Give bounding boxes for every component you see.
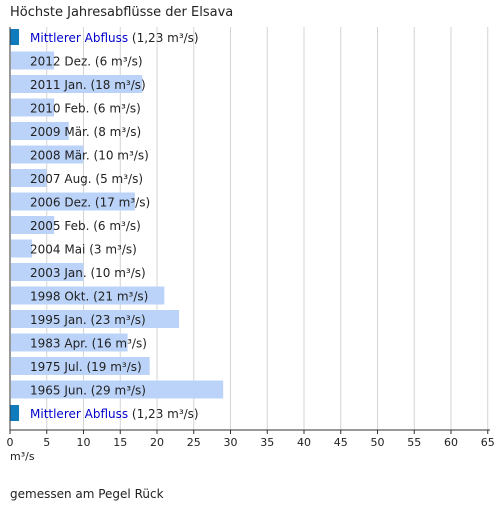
bar (11, 357, 150, 375)
x-tick-label: 50 (371, 436, 385, 449)
mean-flow-label: Mittlerer Abfluss (1,23 m³/s) (30, 407, 199, 421)
bar (11, 310, 180, 328)
bar-label: 2005 Feb. (6 m³/s) (30, 219, 141, 233)
bar-label: 2012 Dez. (6 m³/s) (30, 55, 143, 69)
bar-label: 2010 Feb. (6 m³/s) (30, 102, 141, 116)
mean-flow-link[interactable]: Mittlerer Abfluss (30, 407, 128, 421)
x-tick-label: 0 (7, 436, 14, 449)
x-tick-label: 40 (297, 436, 311, 449)
x-tick-label: 15 (113, 436, 127, 449)
bar-label: 1995 Jan. (23 m³/s) (30, 313, 146, 327)
bar-label: 2007 Aug. (5 m³/s) (30, 172, 143, 186)
bar (11, 98, 55, 117)
bar (11, 145, 84, 164)
bar (11, 263, 84, 281)
x-tick-label: 30 (224, 436, 238, 449)
bar (11, 216, 55, 234)
bar (11, 75, 143, 93)
mean-flow-link[interactable]: Mittlerer Abfluss (30, 31, 128, 45)
bar (11, 122, 69, 140)
bar-label: 2003 Jan. (10 m³/s) (30, 266, 146, 280)
bar (11, 239, 33, 258)
mean-flow-value: (1,23 m³/s) (128, 31, 199, 45)
bar-label: 2011 Jan. (18 m³/s) (30, 78, 146, 92)
bar-label: 2008 Mär. (10 m³/s) (30, 149, 149, 163)
bar-labels: Mittlerer Abfluss (1,23 m³/s) 2012 Dez. (… (30, 31, 199, 421)
bar-label: 1975 Jul. (19 m³/s) (30, 360, 142, 374)
x-tick-label: 45 (334, 436, 348, 449)
bar-label: 2009 Mär. (8 m³/s) (30, 125, 141, 139)
bar-label: 1983 Apr. (16 m³/s) (30, 337, 147, 351)
bar (11, 333, 128, 352)
bar-label: 1998 Okt. (21 m³/s) (30, 290, 148, 304)
x-tick-label: 65 (481, 436, 495, 449)
bar (11, 51, 55, 70)
bar (11, 192, 135, 211)
mean-flow-marker (10, 29, 20, 45)
x-axis: 0 5 10 15 20 25 30 35 40 45 50 55 60 65 m³/s (7, 27, 495, 463)
x-tick-label: 10 (77, 436, 91, 449)
bar (11, 286, 165, 305)
mean-flow-label: Mittlerer Abfluss (1,23 m³/s) (30, 31, 199, 45)
x-tick-label: 55 (407, 436, 421, 449)
bar-label: 1965 Jun. (29 m³/s) (30, 384, 146, 398)
chart-title: Höchste Jahresabflüsse der Elsava (10, 5, 234, 20)
bar-label: 2006 Dez. (17 m³/s) (30, 196, 150, 210)
bar-label: 2004 Mai (3 m³/s) (30, 243, 137, 257)
mean-flow-marker (10, 405, 20, 421)
mean-flow-value: (1,23 m³/s) (128, 407, 199, 421)
x-tick-label: 25 (187, 436, 201, 449)
bar-series (10, 29, 224, 421)
bar (11, 169, 47, 187)
x-tick-label: 60 (444, 436, 458, 449)
footnote: gemessen am Pegel Rück (10, 487, 164, 501)
bar (11, 380, 224, 399)
x-tick-label: 20 (150, 436, 164, 449)
x-tick-label: 35 (260, 436, 274, 449)
x-axis-title: m³/s (10, 450, 35, 463)
x-tick-label: 5 (43, 436, 50, 449)
